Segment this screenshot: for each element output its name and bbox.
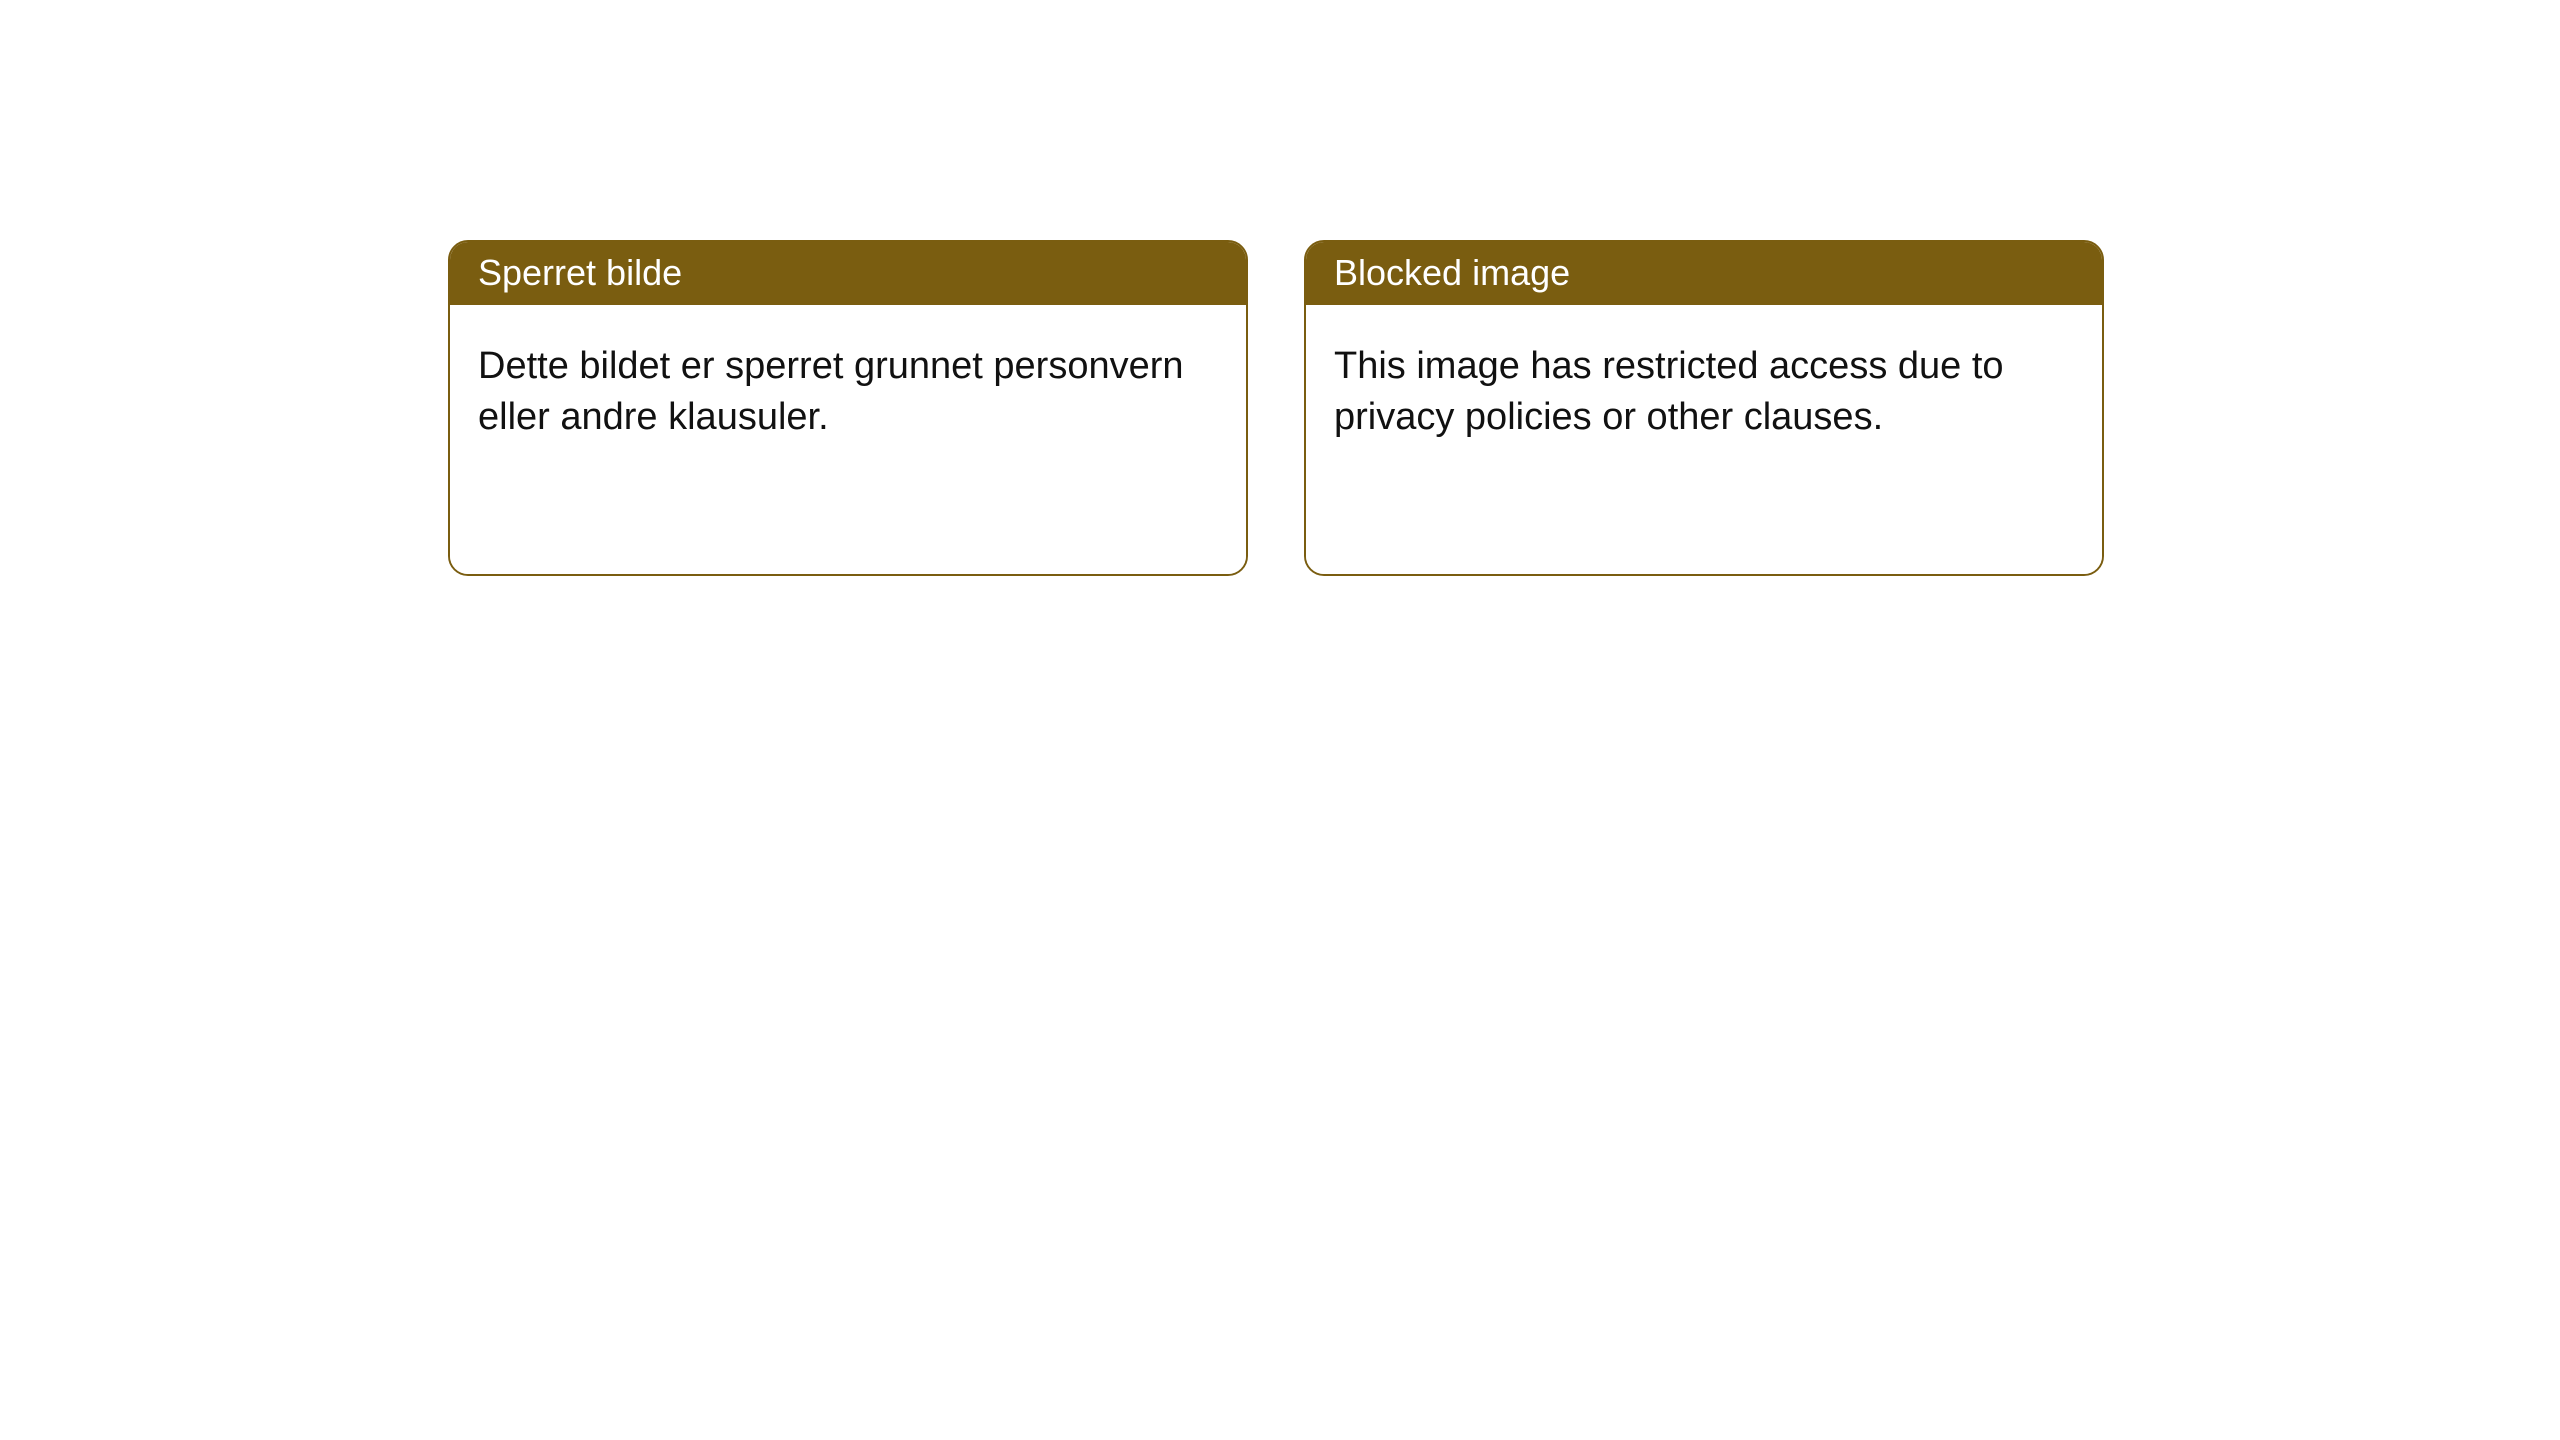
notice-title-english: Blocked image [1306, 242, 2102, 305]
notice-title-norwegian: Sperret bilde [450, 242, 1246, 305]
notice-card-norwegian: Sperret bilde Dette bildet er sperret gr… [448, 240, 1248, 576]
notice-card-english: Blocked image This image has restricted … [1304, 240, 2104, 576]
notice-body-norwegian: Dette bildet er sperret grunnet personve… [450, 305, 1246, 574]
notice-body-english: This image has restricted access due to … [1306, 305, 2102, 574]
notice-container: Sperret bilde Dette bildet er sperret gr… [0, 0, 2560, 576]
